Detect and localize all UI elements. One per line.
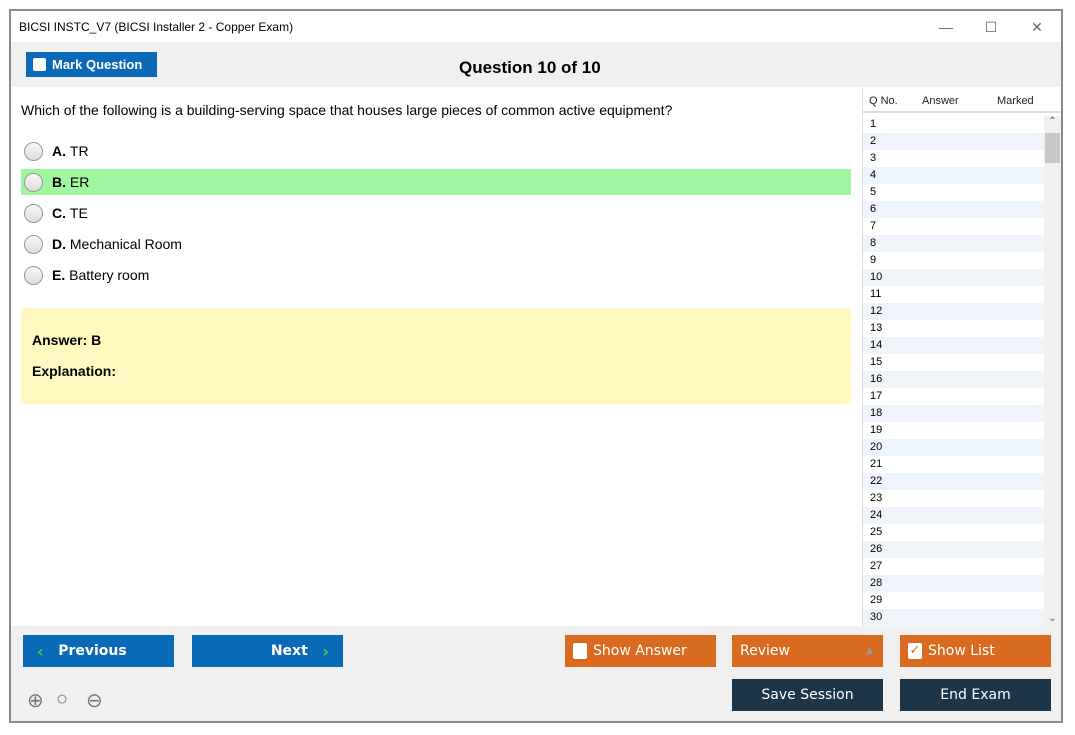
- list-item[interactable]: 3: [870, 152, 877, 164]
- list-header: Q No. Answer Marked: [863, 87, 1061, 113]
- list-item[interactable]: 2: [863, 133, 1045, 150]
- list-item[interactable]: 23: [870, 492, 883, 504]
- option-b[interactable]: B. ER: [21, 169, 851, 195]
- chevron-left-icon: ‹: [37, 641, 44, 661]
- header-marked[interactable]: Marked: [997, 95, 1034, 107]
- maximize-button[interactable]: ☐: [984, 19, 998, 35]
- list-item[interactable]: 30: [863, 609, 1045, 626]
- header-answer[interactable]: Answer: [922, 95, 959, 107]
- list-item[interactable]: 8: [863, 235, 1045, 252]
- radio-button[interactable]: [24, 265, 43, 285]
- mark-question-label: Mark Question: [52, 57, 143, 72]
- list-item[interactable]: 24: [863, 507, 1045, 524]
- end-exam-button[interactable]: End Exam: [900, 679, 1051, 711]
- mark-question-button[interactable]: Mark Question: [26, 52, 157, 77]
- list-item[interactable]: 28: [863, 575, 1045, 592]
- list-item[interactable]: 7: [870, 220, 877, 232]
- option-d[interactable]: D. Mechanical Room: [21, 231, 851, 257]
- app-window: BICSI INSTC_V7 (BICSI Installer 2 - Copp…: [9, 9, 1063, 723]
- option-c[interactable]: C. TE: [21, 200, 851, 226]
- list-item[interactable]: 10: [863, 269, 1045, 286]
- question-title: Question 10 of 10: [459, 58, 601, 77]
- answer-box: Answer: B Explanation:: [21, 308, 851, 404]
- show-answer-label: Show Answer: [593, 643, 687, 659]
- list-item[interactable]: 16: [863, 371, 1045, 388]
- radio-button[interactable]: [24, 172, 43, 192]
- previous-label: Previous: [58, 643, 127, 659]
- checkbox-icon: [33, 58, 46, 71]
- option-letter: E.: [52, 267, 66, 283]
- list-item[interactable]: 29: [870, 594, 883, 606]
- review-label: Review: [740, 643, 790, 659]
- title-bar: BICSI INSTC_V7 (BICSI Installer 2 - Copp…: [11, 11, 1061, 42]
- checkbox-icon: [573, 643, 587, 659]
- option-a[interactable]: A. TR: [21, 138, 851, 164]
- list-item[interactable]: 11: [870, 288, 882, 300]
- list-item[interactable]: 27: [870, 560, 883, 572]
- list-item[interactable]: 13: [870, 322, 883, 334]
- zoom-reset-icon[interactable]: ○: [56, 688, 69, 710]
- scroll-down-icon[interactable]: ⌄: [1048, 613, 1057, 624]
- option-text: ER: [69, 174, 90, 190]
- save-session-button[interactable]: Save Session: [732, 679, 883, 711]
- toolbar: Mark Question Question 10 of 10: [11, 42, 1061, 87]
- scrollbar[interactable]: ⌃ ⌄: [1044, 116, 1061, 626]
- list-item[interactable]: 1: [870, 118, 877, 130]
- next-label: Next: [270, 643, 308, 659]
- option-e[interactable]: E. Battery room: [21, 262, 851, 288]
- show-answer-button[interactable]: Show Answer: [565, 635, 716, 667]
- list-item[interactable]: 4: [863, 167, 1045, 184]
- list-item[interactable]: 25: [870, 526, 883, 538]
- answer-label: Answer: B: [32, 332, 102, 348]
- list-item[interactable]: 20: [863, 439, 1045, 456]
- list-item[interactable]: 12: [863, 303, 1045, 320]
- scroll-thumb[interactable]: [1045, 133, 1060, 163]
- list-item[interactable]: 19: [870, 424, 883, 436]
- show-list-button[interactable]: ✓ Show List: [900, 635, 1051, 667]
- chevron-right-icon: ›: [322, 641, 329, 661]
- option-text: TE: [69, 205, 88, 221]
- list-item[interactable]: 21: [870, 458, 883, 470]
- header-qno[interactable]: Q No.: [869, 95, 898, 107]
- question-list: Q No. Answer Marked 1 2 3 4 5 6 7 8 9 10 11 12 13 14 1…: [862, 87, 1061, 626]
- review-dropdown[interactable]: Review ▲: [732, 635, 883, 667]
- list-item[interactable]: 5: [870, 186, 877, 198]
- radio-button[interactable]: [24, 203, 43, 223]
- list-item[interactable]: 14: [863, 337, 1045, 354]
- question-text: Which of the following is a building-ser…: [21, 102, 673, 118]
- previous-button[interactable]: ‹ Previous: [23, 635, 174, 667]
- list-item[interactable]: 26: [863, 541, 1045, 558]
- show-list-label: Show List: [928, 643, 995, 659]
- next-button[interactable]: Next ›: [192, 635, 343, 667]
- option-letter: C.: [52, 205, 66, 221]
- explanation-label: Explanation:: [32, 363, 117, 379]
- list-item[interactable]: 17: [870, 390, 883, 402]
- list-item[interactable]: 9: [870, 254, 877, 266]
- option-letter: A.: [52, 143, 66, 159]
- window-title: BICSI INSTC_V7 (BICSI Installer 2 - Copp…: [19, 20, 294, 34]
- list-item[interactable]: 22: [863, 473, 1045, 490]
- list-rows: 1 2 3 4 5 6 7 8 9 10 11 12 13 14 15 16 17 18 19 20 21 22 23 24 2…: [863, 116, 1045, 626]
- caret-up-icon: ▲: [866, 646, 873, 656]
- checkbox-checked-icon: ✓: [908, 643, 922, 659]
- radio-button[interactable]: [24, 141, 43, 161]
- option-letter: D.: [52, 236, 66, 252]
- footer: ‹ Previous Next › Show Answer Review ▲ ✓ S…: [11, 626, 1061, 721]
- option-letter: B.: [52, 174, 66, 190]
- minimize-button[interactable]: —: [939, 19, 953, 35]
- list-item[interactable]: 18: [863, 405, 1045, 422]
- scroll-up-icon[interactable]: ⌃: [1048, 116, 1057, 127]
- list-item[interactable]: 6: [863, 201, 1045, 218]
- option-text: Mechanical Room: [69, 236, 182, 252]
- question-panel: Which of the following is a building-ser…: [11, 87, 859, 626]
- radio-button[interactable]: [24, 234, 43, 254]
- option-text: Battery room: [69, 267, 150, 283]
- close-button[interactable]: ✕: [1031, 19, 1043, 35]
- zoom-out-icon[interactable]: ⊖: [86, 690, 103, 712]
- list-item[interactable]: 15: [870, 356, 883, 368]
- option-text: TR: [69, 143, 89, 159]
- zoom-in-icon[interactable]: ⊕: [27, 690, 44, 712]
